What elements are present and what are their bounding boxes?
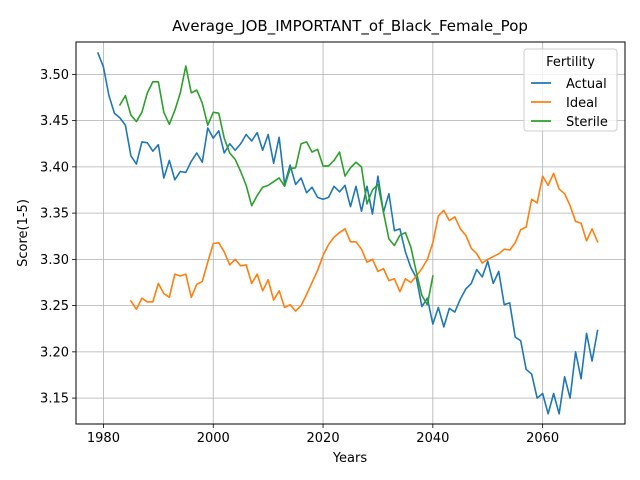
legend-label-ideal: Ideal: [566, 96, 598, 111]
chart-title: Average_JOB_IMPORTANT_of_Black_Female_Po…: [172, 17, 528, 36]
x-tick-label: 2000: [197, 431, 230, 446]
x-tick-label: 1980: [87, 431, 120, 446]
legend-label-sterile: Sterile: [566, 115, 608, 130]
legend-label-actual: Actual: [566, 77, 607, 92]
y-tick-label: 3.50: [40, 68, 69, 83]
y-tick-label: 3.45: [40, 114, 69, 129]
x-tick-label: 2060: [526, 431, 559, 446]
legend-title: Fertility: [546, 55, 595, 70]
y-tick-label: 3.15: [40, 392, 69, 407]
y-tick-label: 3.40: [40, 160, 69, 175]
x-axis-title: Years: [332, 451, 368, 466]
y-tick-label: 3.35: [40, 207, 69, 222]
y-tick-label: 3.20: [40, 345, 69, 360]
x-tick-label: 2020: [307, 431, 340, 446]
x-tick-label: 2040: [416, 431, 449, 446]
y-tick-label: 3.30: [40, 253, 69, 268]
y-axis-title: Score(1-5): [16, 199, 31, 267]
y-tick-label: 3.25: [40, 299, 69, 314]
legend: Fertility Actual Ideal Sterile: [524, 49, 617, 131]
